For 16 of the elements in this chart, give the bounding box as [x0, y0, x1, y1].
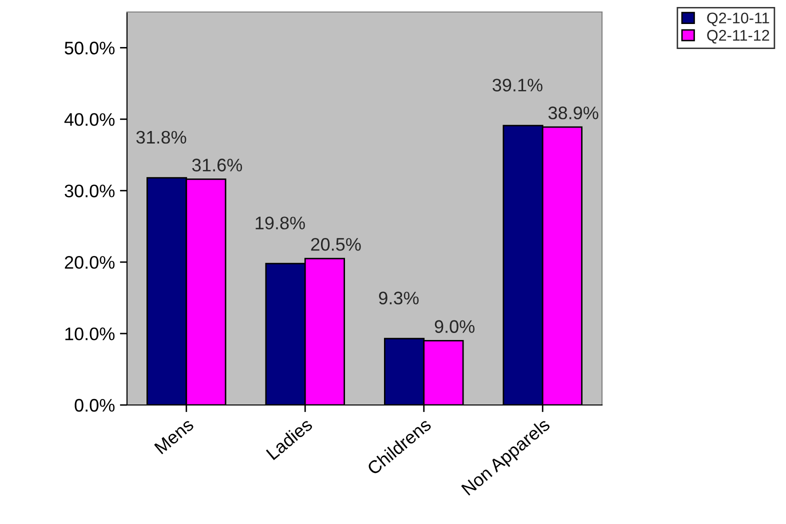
y-tick-label: 30.0% — [64, 184, 115, 198]
y-tick-label: 0.0% — [74, 398, 115, 412]
y-tick-label: 20.0% — [64, 256, 115, 269]
y-tick-label: 40.0% — [64, 113, 115, 126]
data-label: 19.8% — [256, 216, 305, 230]
data-label: 9.3% — [378, 292, 419, 304]
data-label: 31.8% — [136, 130, 186, 144]
data-label: 9.0% — [434, 320, 475, 333]
legend-label: Q2-10-11 — [707, 12, 770, 26]
data-label: 38.9% — [548, 106, 598, 120]
y-tick-label: 50.0% — [64, 42, 115, 54]
data-label: 31.6% — [192, 158, 242, 172]
legend-label: Q2-11-12 — [707, 30, 770, 44]
data-label: 20.5% — [311, 238, 361, 251]
y-tick-label: 10.0% — [65, 327, 115, 340]
data-label: 39.1% — [492, 78, 542, 92]
